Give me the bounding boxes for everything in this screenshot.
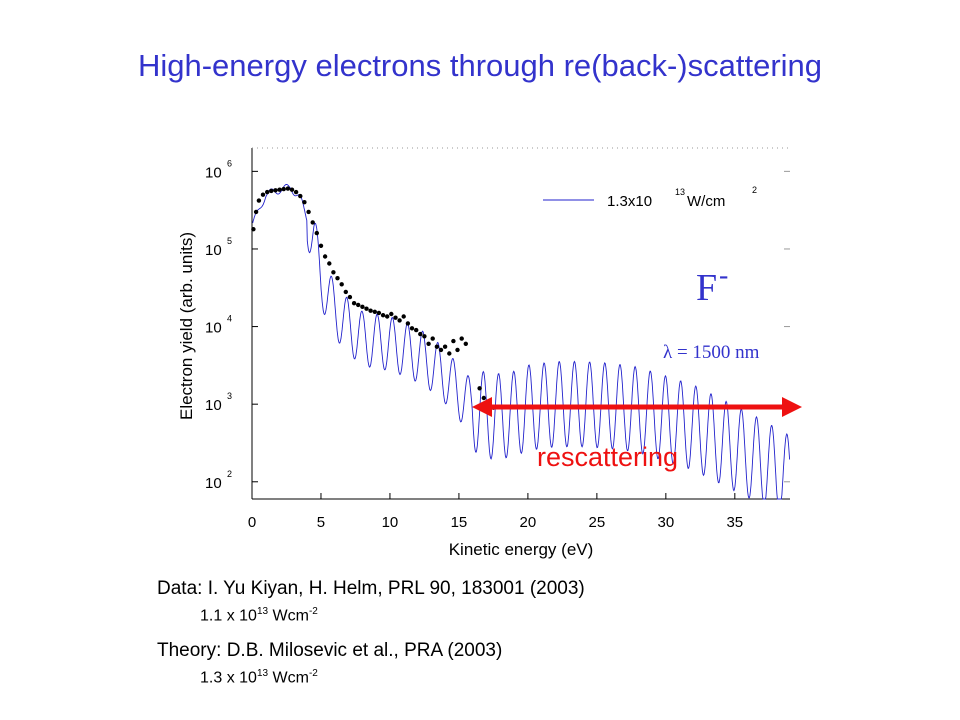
theory-intensity: 1.3 x 1013 Wcm-2 xyxy=(200,668,318,687)
y-axis-label: Electron yield (arb. units) xyxy=(177,232,196,420)
data-point xyxy=(318,243,324,248)
theory-curve xyxy=(252,184,791,500)
y-tick-exponent: 4 xyxy=(227,314,232,324)
data-point xyxy=(376,310,382,316)
data-point xyxy=(481,395,486,401)
data-point xyxy=(434,344,440,349)
data-point xyxy=(339,282,344,287)
y-tick-label: 10 xyxy=(205,242,222,259)
ion-symbol: F xyxy=(696,267,717,309)
x-tick-label: 20 xyxy=(520,514,537,531)
y-tick-label: 10 xyxy=(205,475,222,492)
y-tick-exponent: 3 xyxy=(227,391,232,401)
y-tick-label: 10 xyxy=(205,397,222,414)
data-point xyxy=(251,227,256,232)
data-point xyxy=(418,331,423,337)
data-point xyxy=(459,336,464,341)
data-point xyxy=(360,304,365,309)
data-point xyxy=(322,254,328,259)
x-tick-label: 30 xyxy=(658,514,675,531)
data-point xyxy=(372,309,377,314)
y-tick-exponent: 5 xyxy=(227,236,232,246)
data-citation: Data: I. Yu Kiyan, H. Helm, PRL 90, 1830… xyxy=(157,578,585,599)
data-point xyxy=(401,314,406,319)
data-point xyxy=(314,230,319,236)
data-point xyxy=(455,347,460,353)
legend-unit-exponent: 2 xyxy=(752,185,757,195)
ion-charge: - xyxy=(719,260,728,291)
data-point xyxy=(331,270,336,275)
data-point xyxy=(364,306,369,311)
data-point xyxy=(289,187,295,192)
y-tick-label: 10 xyxy=(205,320,222,337)
data-point xyxy=(253,209,259,215)
data-point xyxy=(265,189,270,195)
data-point xyxy=(451,338,456,344)
data-point xyxy=(293,189,299,195)
data-points xyxy=(251,186,496,414)
legend: 1.3x10 13 W/cm 2 xyxy=(543,185,757,210)
data-point xyxy=(385,314,390,319)
data-point xyxy=(260,192,266,197)
legend-unit: W/cm xyxy=(687,193,725,210)
y-tick-exponent: 6 xyxy=(227,158,232,168)
data-point xyxy=(285,186,291,191)
x-tick-labels: 0 5 10 15 20 25 30 35 xyxy=(248,493,743,531)
data-point xyxy=(426,341,431,346)
wavelength-label: λ = 1500 nm xyxy=(663,342,760,363)
data-point xyxy=(447,351,452,356)
data-point xyxy=(409,326,415,331)
data-point xyxy=(302,200,307,205)
data-point xyxy=(463,341,468,346)
x-tick-label: 0 xyxy=(248,514,256,531)
data-point xyxy=(414,327,419,333)
x-tick-label: 15 xyxy=(451,514,468,531)
data-point xyxy=(405,321,411,326)
data-point xyxy=(380,313,386,318)
legend-label: 1.3x10 xyxy=(607,193,652,210)
data-point xyxy=(343,289,348,295)
data-point xyxy=(389,311,394,317)
data-point xyxy=(368,308,373,313)
x-axis-label: Kinetic energy (eV) xyxy=(449,540,594,559)
ion-label: F - xyxy=(696,260,728,309)
theory-curve-path xyxy=(252,184,791,500)
rescattering-arrow xyxy=(472,397,802,417)
x-tick-label: 35 xyxy=(726,514,743,531)
data-point xyxy=(438,347,444,353)
data-point xyxy=(310,220,315,225)
theory-citation: Theory: D.B. Milosevic et al., PRA (2003… xyxy=(157,640,503,661)
y-tick-exponent: 2 xyxy=(227,469,232,479)
data-point xyxy=(269,188,274,194)
slide-title: High-energy electrons through re(back-)s… xyxy=(137,48,823,83)
data-point xyxy=(356,302,361,308)
data-point xyxy=(393,315,398,320)
data-point xyxy=(477,386,482,391)
data-intensity: 1.1 x 1013 Wcm-2 xyxy=(200,606,318,625)
data-point xyxy=(442,344,448,349)
y-tick-labels: 10 6 10 5 10 4 10 3 10 2 xyxy=(205,158,790,492)
data-point xyxy=(351,301,357,306)
data-point xyxy=(277,187,282,192)
x-tick-label: 25 xyxy=(589,514,606,531)
data-point xyxy=(306,209,311,215)
x-tick-label: 10 xyxy=(382,514,399,531)
data-point xyxy=(298,193,303,199)
data-point xyxy=(281,186,286,192)
data-point xyxy=(327,261,332,266)
data-point xyxy=(422,334,427,339)
data-point xyxy=(273,188,278,193)
data-point xyxy=(347,294,353,300)
x-tick-label: 5 xyxy=(317,514,325,531)
data-point xyxy=(397,318,402,323)
data-point xyxy=(256,198,262,203)
plot-frame xyxy=(251,147,790,500)
data-point xyxy=(430,336,435,341)
rescattering-label: rescattering xyxy=(537,442,678,472)
data-point xyxy=(335,276,340,281)
y-tick-label: 10 xyxy=(205,164,222,181)
legend-exponent: 13 xyxy=(675,187,685,197)
